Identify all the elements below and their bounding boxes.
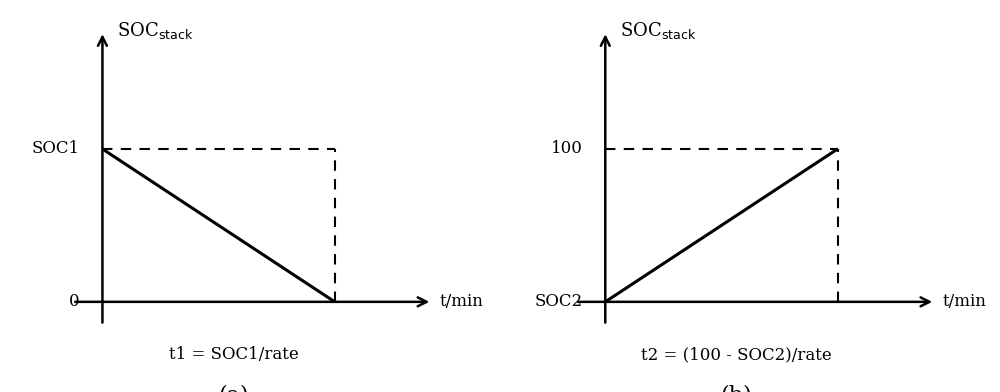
Text: t2 = (100 - SOC2)/rate: t2 = (100 - SOC2)/rate bbox=[641, 346, 832, 363]
Text: SOC1: SOC1 bbox=[32, 140, 80, 158]
Text: SOC2: SOC2 bbox=[535, 293, 583, 310]
Text: t1 = SOC1/rate: t1 = SOC1/rate bbox=[169, 346, 298, 363]
Text: SOC$_\mathrm{stack}$: SOC$_\mathrm{stack}$ bbox=[117, 20, 194, 41]
Text: (a): (a) bbox=[218, 384, 249, 392]
Text: t/min: t/min bbox=[943, 293, 986, 310]
Text: t/min: t/min bbox=[440, 293, 484, 310]
Text: SOC$_\mathrm{stack}$: SOC$_\mathrm{stack}$ bbox=[620, 20, 697, 41]
Text: (b): (b) bbox=[721, 384, 752, 392]
Text: 100: 100 bbox=[551, 140, 583, 158]
Text: 0: 0 bbox=[69, 293, 80, 310]
